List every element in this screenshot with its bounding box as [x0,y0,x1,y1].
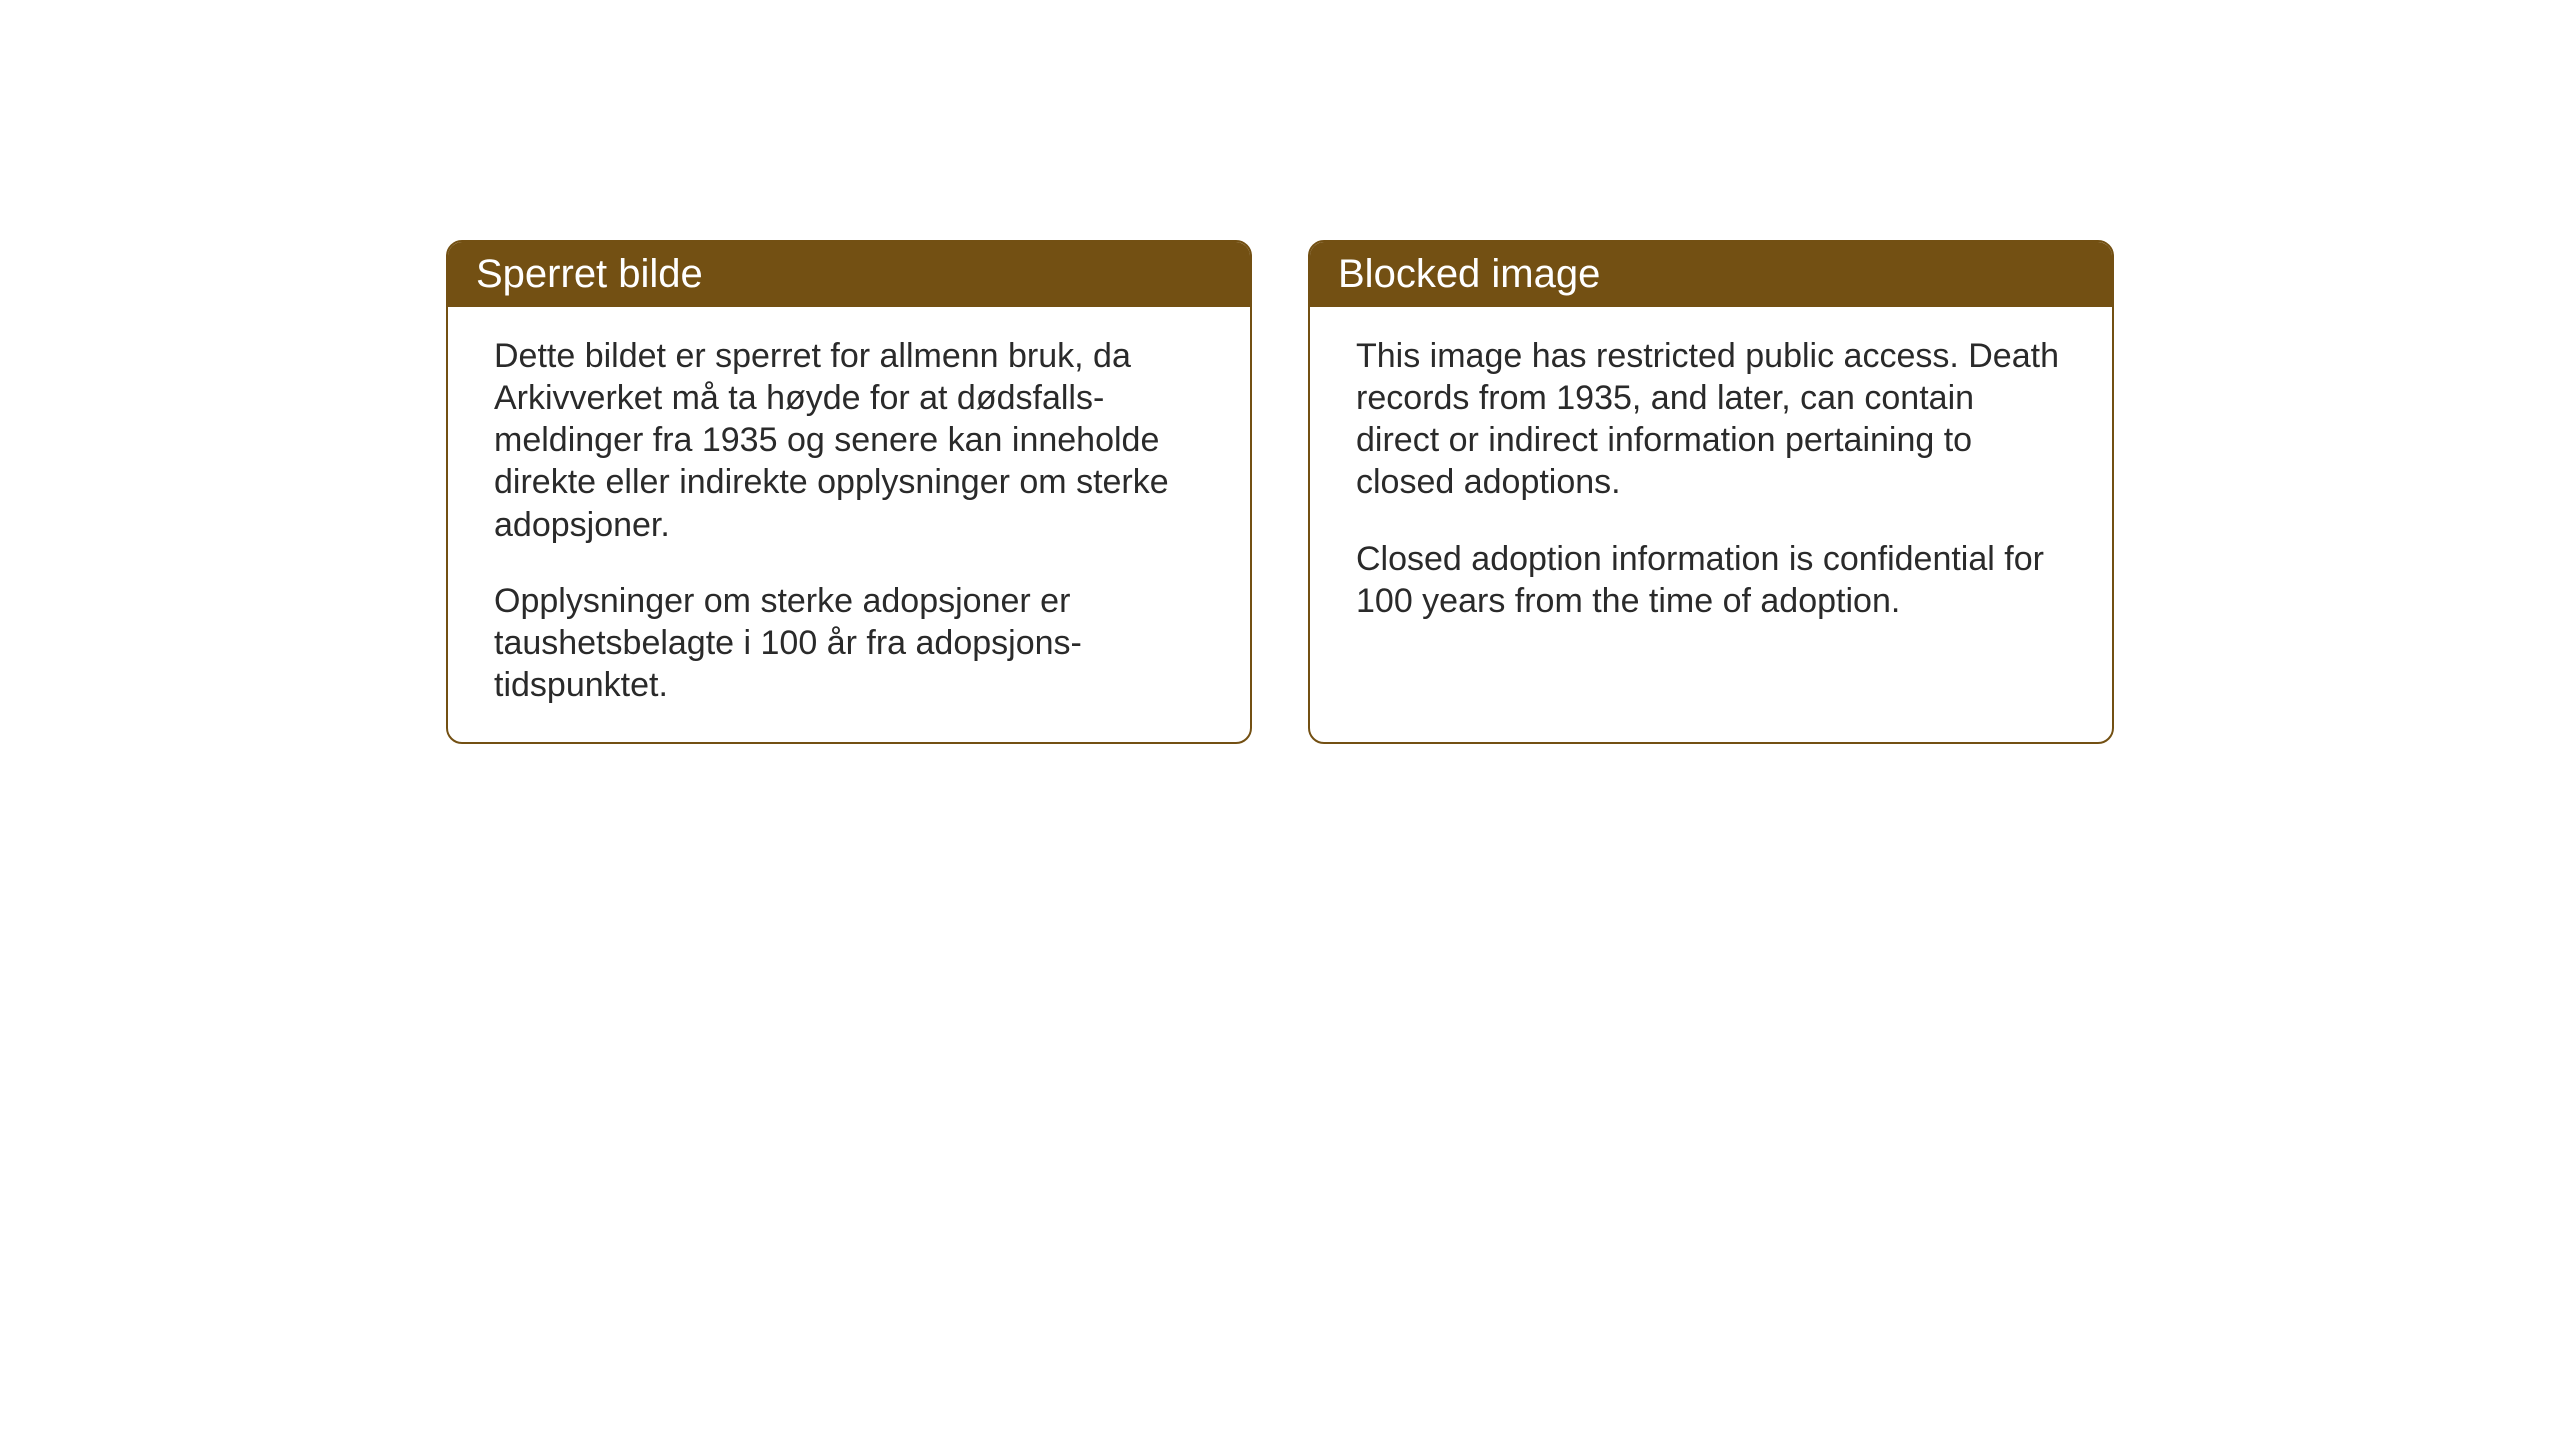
notice-paragraph-1-norwegian: Dette bildet er sperret for allmenn bruk… [494,335,1204,546]
notice-body-english: This image has restricted public access.… [1310,307,2112,658]
notice-paragraph-1-english: This image has restricted public access.… [1356,335,2066,504]
notice-paragraph-2-english: Closed adoption information is confident… [1356,538,2066,622]
notice-box-norwegian: Sperret bilde Dette bildet er sperret fo… [446,240,1252,744]
notice-header-english: Blocked image [1310,242,2112,307]
notice-header-norwegian: Sperret bilde [448,242,1250,307]
notice-container: Sperret bilde Dette bildet er sperret fo… [446,240,2114,744]
notice-paragraph-2-norwegian: Opplysninger om sterke adopsjoner er tau… [494,580,1204,706]
notice-box-english: Blocked image This image has restricted … [1308,240,2114,744]
notice-body-norwegian: Dette bildet er sperret for allmenn bruk… [448,307,1250,742]
